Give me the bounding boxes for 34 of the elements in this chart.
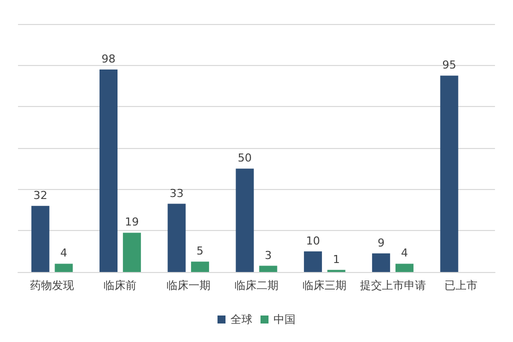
bar [440,76,458,272]
x-tick-label: 临床前 [104,279,137,292]
x-tick-label: 临床三期 [302,279,347,292]
bar [31,206,50,272]
data-label: 3 [264,248,272,262]
bar [100,69,118,272]
legend-label: 中国 [274,313,296,326]
legend-label: 全球 [230,313,252,326]
bar [122,232,141,272]
data-label: 33 [170,186,184,200]
bar [395,264,414,272]
data-label: 5 [196,244,204,258]
x-tick-label: 临床二期 [234,279,278,292]
x-tick-label: 提交上市申请 [360,279,426,292]
bar [236,168,254,272]
data-label: 50 [238,152,252,165]
x-tick-label: 已上市 [444,279,478,292]
x-tick-label: 临床一期 [166,279,210,292]
data-label: 1 [332,252,340,266]
x-tick-label: 药物发现 [30,279,74,292]
data-label: 10 [306,234,320,248]
data-label: 19 [124,216,139,229]
data-label: 9 [378,236,385,250]
bar [372,253,390,272]
bar [304,251,322,272]
data-label: 95 [442,58,456,72]
bar [54,264,73,272]
bar [259,266,278,272]
data-label: 4 [60,246,68,260]
data-label: 32 [33,188,48,202]
data-label: 98 [102,52,116,66]
data-label: 4 [400,246,408,260]
bar [168,204,186,272]
bar [191,262,210,272]
